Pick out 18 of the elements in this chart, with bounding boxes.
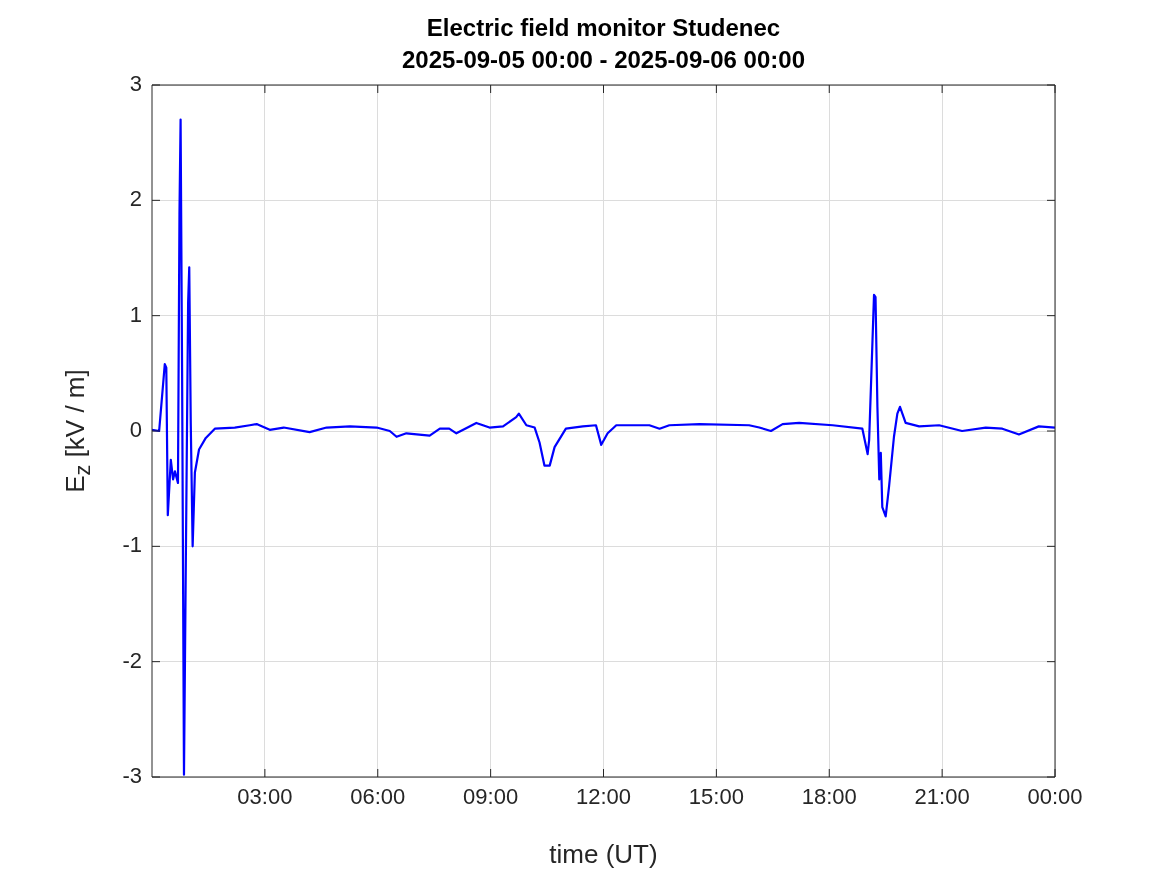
- y-tick-label: 2: [129, 186, 142, 212]
- x-tick-label: 06:00: [350, 784, 406, 810]
- y-tick-label: 3: [129, 71, 142, 97]
- x-tick-label: 15:00: [688, 784, 744, 810]
- y-tick-label: 0: [129, 417, 142, 443]
- x-axis-title: time (UT): [549, 838, 658, 869]
- y-tick-label: -2: [122, 647, 142, 673]
- x-tick-label: 00:00: [1027, 784, 1083, 810]
- x-tick-label: 12:00: [575, 784, 632, 810]
- x-tick-label: 09:00: [463, 784, 519, 810]
- chart-subtitle: 2025-09-05 00:00 - 2025-09-06 00:00: [401, 46, 806, 74]
- y-tick-label: -3: [122, 763, 142, 789]
- y-tick-label: -1: [122, 532, 142, 558]
- chart-title: Electric field monitor Studenec: [425, 14, 782, 42]
- y-tick-label: 1: [129, 301, 142, 327]
- x-tick-label: 03:00: [237, 784, 293, 810]
- x-tick-label: 21:00: [914, 784, 970, 810]
- x-tick-label: 18:00: [801, 784, 857, 810]
